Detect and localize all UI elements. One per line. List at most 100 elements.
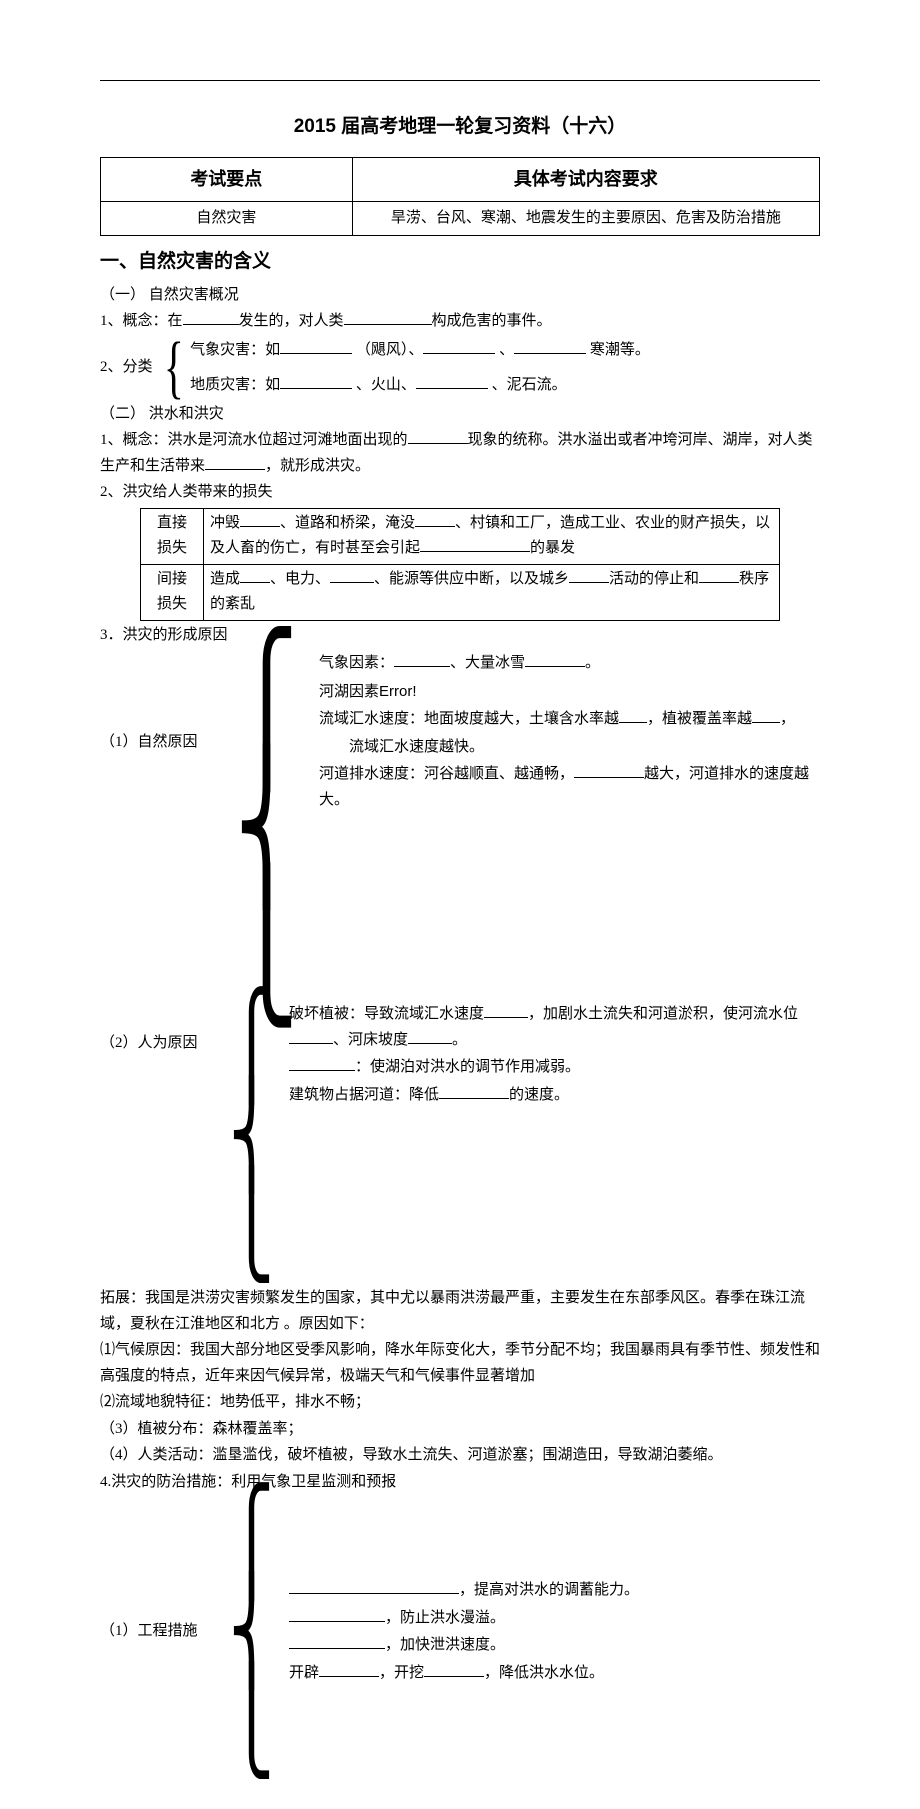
- req-header-2: 具体考试内容要求: [352, 158, 819, 202]
- flood-concept: 1、概念：洪水是河流水位超过河滩地面出现的现象的统称。洪水溢出或者冲垮河岸、湖岸…: [100, 428, 820, 479]
- engineering-content: ，提高对洪水的调蓄能力。 ，防止洪水漫溢。 ，加快泄洪速度。 开辟，开挖，降低洪…: [289, 1497, 820, 1767]
- brace-icon: ⎧⎨⎩: [229, 1497, 274, 1767]
- blank: [344, 324, 432, 325]
- text: 的速度。: [509, 1087, 569, 1103]
- blank: [408, 443, 468, 444]
- brace-icon: ⎧⎨⎩: [229, 1001, 274, 1271]
- cause-heading: 3．洪灾的形成原因: [100, 623, 820, 649]
- req-cell-topic: 自然灾害: [101, 201, 353, 236]
- measure-d: 开辟，开挖，降低洪水水位。: [289, 1661, 820, 1687]
- text: 损失: [157, 540, 187, 556]
- text: ，提高对洪水的调蓄能力。: [459, 1582, 639, 1598]
- text: 直接: [157, 515, 187, 531]
- text: 破坏植被：导致流域汇水速度: [289, 1006, 484, 1022]
- extension-1: ⑴气候原因：我国大部分地区受季风影响，降水年际变化大，季节分配不均；我国暴雨具有…: [100, 1338, 820, 1389]
- catchment-speed-cont: 流域汇水速度越快。: [319, 735, 820, 761]
- blank: [183, 324, 239, 325]
- text: 活动的停止和: [609, 571, 699, 587]
- blank: [752, 722, 780, 723]
- natural-cause-block: （1）自然原因 ⎧⎨⎩ 气象因素：、大量冰雪。 河湖因素Error! 流域汇水速…: [100, 650, 820, 1007]
- prevention-heading: 4.洪灾的防治措施：利用气象卫星监测和预报: [100, 1470, 820, 1496]
- loss-direct-label: 直接 损失: [141, 508, 204, 564]
- river-lake-factor: 河湖因素Error!: [319, 679, 820, 706]
- building-occupy: 建筑物占据河道：降低 的速度。: [289, 1083, 820, 1109]
- text: 、大量冰雪: [450, 655, 525, 671]
- human-cause-label: （2）人为原因: [100, 1001, 214, 1057]
- blank: [319, 1676, 379, 1677]
- text: 、: [499, 342, 514, 358]
- blank: [416, 388, 488, 389]
- text: 寒潮等。: [590, 342, 650, 358]
- text: 河道排水速度：河谷越顺直、越通畅，: [319, 766, 574, 782]
- blank: [423, 353, 495, 354]
- text: 建筑物占据河道：降低: [289, 1087, 439, 1103]
- requirements-table: 考试要点 具体考试内容要求 自然灾害 旱涝、台风、寒潮、地震发生的主要原因、危害…: [100, 157, 820, 236]
- blank: [408, 1043, 452, 1044]
- text: 气象灾害：如: [190, 342, 280, 358]
- loss-heading: 2、洪灾给人类带来的损失: [100, 480, 820, 506]
- drainage-speed: 河道排水速度：河谷越顺直、越通畅，越大，河道排水的速度越大。: [319, 762, 820, 813]
- blank: [484, 1017, 528, 1018]
- blank: [280, 353, 352, 354]
- req-header-1: 考试要点: [101, 158, 353, 202]
- text: 。: [585, 655, 600, 671]
- text: ，加快泄洪速度。: [385, 1637, 505, 1653]
- text: 、泥石流。: [492, 377, 567, 393]
- text: 1、概念：在: [100, 313, 183, 329]
- text: 发生的，对人类: [239, 313, 344, 329]
- text: ，: [780, 711, 795, 727]
- engineering-measure-block: （1）工程措施 ⎧⎨⎩ ，提高对洪水的调蓄能力。 ，防止洪水漫溢。 ，加快泄洪速…: [100, 1497, 820, 1767]
- blank: [619, 722, 647, 723]
- blank: [394, 666, 450, 667]
- extension-intro: 拓展：我国是洪涝灾害频繁发生的国家，其中尤以暴雨洪涝最严重，主要发生在东部季风区…: [100, 1286, 820, 1337]
- human-cause-block: （2）人为原因 ⎧⎨⎩ 破坏植被：导致流域汇水速度 ，加剧水土流失和河道淤积，使河…: [100, 1001, 820, 1271]
- blank: [420, 551, 530, 552]
- blank: [424, 1676, 484, 1677]
- blank: [525, 666, 585, 667]
- classification-block: 2、分类 { 气象灾害：如 （飓风）、 、 寒潮等。 地质灾害：如 、火山、 、…: [100, 337, 820, 400]
- top-rule: [100, 80, 820, 81]
- brace-icon: ⎧⎨⎩: [235, 650, 298, 1007]
- blank: [574, 777, 644, 778]
- text: 、能源等供应中断，以及城乡: [374, 571, 569, 587]
- text: 的暴发: [530, 540, 575, 556]
- text: 1、概念：洪水是河流水位超过河滩地面出现的: [100, 432, 408, 448]
- blank: [330, 582, 374, 583]
- blank: [240, 582, 270, 583]
- text: 气象因素：: [319, 655, 394, 671]
- document-title: 2015 届高考地理一轮复习资料（十六）: [100, 111, 820, 143]
- blank: [289, 1070, 355, 1071]
- text: ：使湖泊对洪水的调节作用减弱。: [355, 1059, 580, 1075]
- req-cell-content: 旱涝、台风、寒潮、地震发生的主要原因、危害及防治措施: [352, 201, 819, 236]
- engineering-label: （1）工程措施: [100, 1497, 214, 1767]
- natural-cause-content: 气象因素：、大量冰雪。 河湖因素Error! 流域汇水速度：地面坡度越大，土壤含…: [319, 650, 820, 814]
- blank: [289, 1648, 385, 1649]
- subheading-1-2: （二） 洪水和洪灾: [100, 402, 820, 428]
- subheading-1-1: （一） 自然灾害概况: [100, 283, 820, 309]
- text: ，加剧水土流失和河道淤积，使河流水位: [528, 1006, 798, 1022]
- loss-indirect-content: 造成、电力、、能源等供应中断，以及城乡活动的停止和秩序的紊乱: [204, 564, 780, 620]
- text: 、电力、: [270, 571, 330, 587]
- brace-icon: {: [163, 337, 183, 400]
- blank: [280, 388, 352, 389]
- lake-reclaim: ：使湖泊对洪水的调节作用减弱。: [289, 1055, 820, 1081]
- text: （飓风）、: [356, 342, 424, 358]
- text: 造成: [210, 571, 240, 587]
- blank: [415, 526, 455, 527]
- text: 构成危害的事件。: [432, 313, 552, 329]
- measure-a: ，提高对洪水的调蓄能力。: [289, 1578, 820, 1604]
- loss-direct-content: 冲毁、道路和桥梁，淹没、村镇和工厂，造成工业、农业的财产损失，以及人畜的伤亡，有…: [204, 508, 780, 564]
- blank: [699, 582, 739, 583]
- blank: [439, 1098, 509, 1099]
- document-page: 2015 届高考地理一轮复习资料（十六） 考试要点 具体考试内容要求 自然灾害 …: [0, 0, 920, 1809]
- extension-3: （3）植被分布：森林覆盖率；: [100, 1417, 820, 1443]
- concept-line: 1、概念：在 发生的，对人类 构成危害的事件。: [100, 309, 820, 335]
- meteorological-line: 气象灾害：如 （飓风）、 、 寒潮等。: [190, 338, 820, 364]
- extension-2: ⑵流域地貌特征：地势低平，排水不畅；: [100, 1390, 820, 1416]
- blank: [240, 526, 280, 527]
- text: 地质灾害：如: [190, 377, 280, 393]
- text: 、道路和桥梁，淹没: [280, 515, 415, 531]
- blank: [205, 469, 265, 470]
- text: 开辟: [289, 1665, 319, 1681]
- blank: [569, 582, 609, 583]
